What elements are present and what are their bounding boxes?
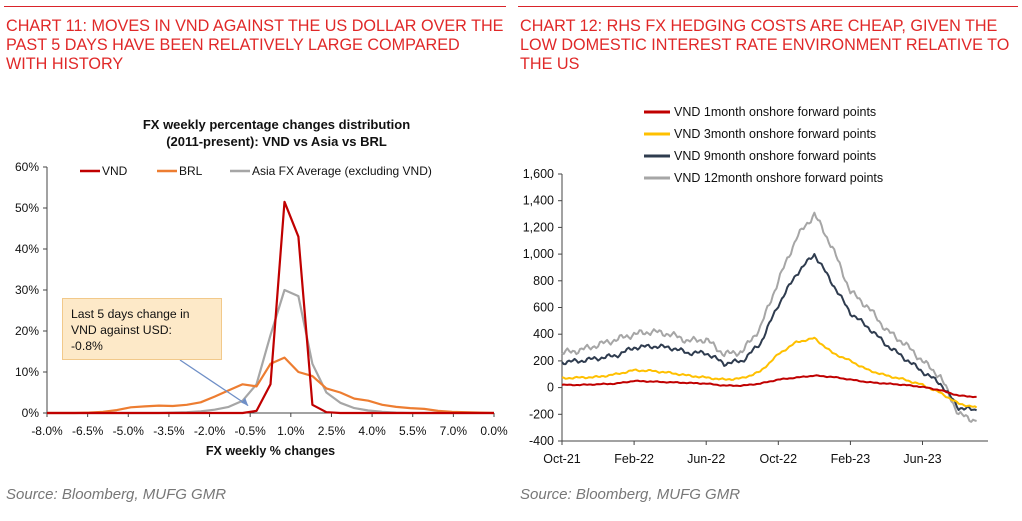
y-tick-label: -400	[529, 434, 554, 448]
y-tick-label: 0	[547, 381, 554, 395]
y-tick-label: 400	[533, 327, 554, 341]
annotation-arrowhead	[241, 397, 249, 406]
chart12-title: CHART 12: RHS FX HEDGING COSTS ARE CHEAP…	[520, 17, 1010, 73]
x-tick-label: 1.0%	[277, 424, 305, 438]
x-tick-label: -0.5%	[235, 424, 267, 438]
y-tick-label: 10%	[15, 365, 39, 379]
y-tick-label: -200	[529, 407, 554, 421]
annotation-arrow	[179, 359, 249, 407]
chart11-source: Source: Bloomberg, MUFG GMR	[6, 486, 227, 503]
x-tick-label: 5.5%	[399, 424, 427, 438]
annotation-line-2: VND against USD:	[71, 323, 172, 337]
annotation-line-3: -0.8%	[71, 339, 103, 353]
chart12-svg: -400 -200 0 200 400 600 800 1,000 1,200 1,400 1,60…	[523, 105, 988, 466]
y-tick-label: 1,000	[523, 247, 554, 261]
x-tick-label: Feb-22	[614, 452, 654, 466]
y-tick-label: 30%	[15, 283, 39, 297]
x-tick-label: -2.0%	[194, 424, 226, 438]
chart12-panel: CHART 12: RHS FX HEDGING COSTS ARE CHEAP…	[514, 0, 1022, 521]
x-tick-label: -6.5%	[72, 424, 104, 438]
chart11-top-rule	[4, 6, 506, 7]
legend-label-0: VND	[102, 164, 128, 178]
series-line-0	[561, 374, 977, 399]
y-tick-label: 1,200	[523, 220, 554, 234]
legend-label-3: VND 12month onshore forward points	[674, 171, 883, 185]
chart11-panel: CHART 11: MOVES IN VND AGAINST THE US DO…	[0, 0, 510, 521]
y-tick-label: 20%	[15, 324, 39, 338]
series-line-2	[561, 253, 978, 412]
legend-label-2: VND 9month onshore forward points	[674, 149, 876, 163]
x-tick-label: 7.0%	[440, 424, 468, 438]
x-tick-label: -8.0%	[31, 424, 63, 438]
x-tick-label: -5.0%	[113, 424, 145, 438]
x-tick-label: -3.5%	[153, 424, 185, 438]
x-tick-label: Jun-22	[687, 452, 725, 466]
x-tick-label: Oct-21	[543, 452, 581, 466]
annotation-line-1: Last 5 days change in	[71, 307, 190, 321]
chart11-svg: FX weekly percentage changes distributio…	[15, 117, 508, 458]
x-tick-label: 2.5%	[318, 424, 346, 438]
series-line-3	[561, 211, 977, 423]
legend-label-1: BRL	[179, 164, 203, 178]
y-tick-label: 1,400	[523, 194, 554, 208]
x-tick-label: 4.0%	[358, 424, 386, 438]
x-tick-label: 0.0%	[480, 424, 508, 438]
series-line-1	[561, 336, 978, 409]
y-tick-label: 600	[533, 301, 554, 315]
y-tick-label: 200	[533, 354, 554, 368]
series-line-brl	[47, 356, 495, 415]
series-line-vnd	[47, 200, 494, 415]
y-tick-label: 1,600	[523, 167, 554, 181]
x-axis-label: FX weekly % changes	[206, 444, 335, 458]
legend-label-1: VND 3month onshore forward points	[674, 127, 876, 141]
chart12-source: Source: Bloomberg, MUFG GMR	[520, 486, 741, 503]
y-tick-label: 0%	[22, 406, 40, 420]
x-tick-label: Jun-23	[903, 452, 941, 466]
y-tick-label: 40%	[15, 242, 39, 256]
x-tick-label: Feb-23	[831, 452, 871, 466]
annotation-box: Last 5 days change in VND against USD: -…	[62, 298, 222, 360]
y-tick-label: 50%	[15, 201, 39, 215]
legend-label-0: VND 1month onshore forward points	[674, 105, 876, 119]
chart12-top-rule	[518, 6, 1018, 7]
chart11-plot-title-1: FX weekly percentage changes distributio…	[143, 117, 410, 132]
legend-label-2: Asia FX Average (excluding VND)	[252, 164, 432, 178]
y-tick-label: 60%	[15, 160, 39, 174]
chart11-title: CHART 11: MOVES IN VND AGAINST THE US DO…	[6, 17, 504, 73]
y-tick-label: 800	[533, 274, 554, 288]
chart11-plot-title-2: (2011-present): VND vs Asia vs BRL	[166, 134, 387, 149]
x-tick-label: Oct-22	[760, 452, 798, 466]
